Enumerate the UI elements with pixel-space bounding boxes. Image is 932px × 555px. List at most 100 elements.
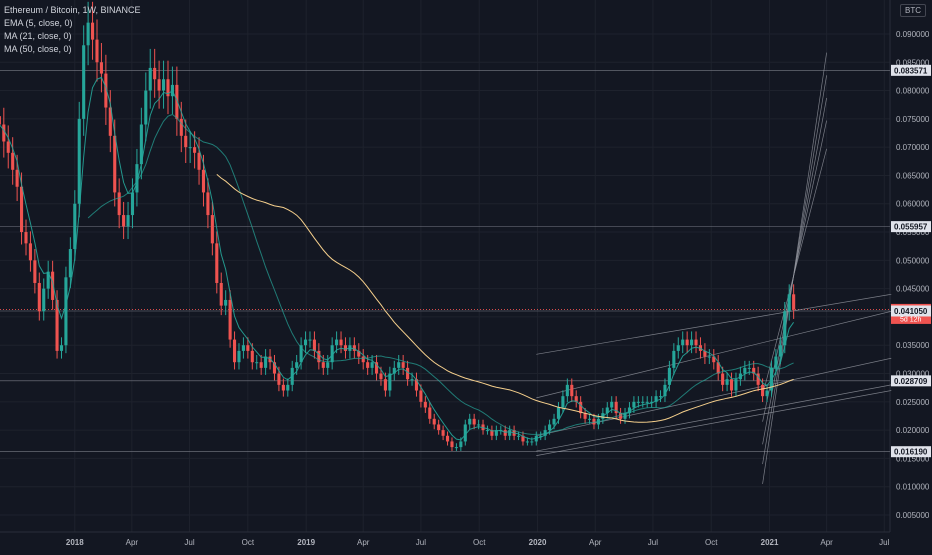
candle-body [246,345,250,351]
candle-body [272,362,277,374]
candle-body [59,345,64,351]
candle-body [73,203,77,250]
y-tick-label: 0.010000 [896,483,930,492]
candle-body [641,401,645,403]
price-label-text: 0.055957 [894,223,928,232]
legend-ema5[interactable]: EMA (5, close, 0) [4,18,73,28]
ema5-line [0,76,795,441]
candle-body [787,294,791,312]
candle-body [561,396,565,408]
candle-body [277,373,281,385]
price-level-label: 0.083571 [891,64,931,76]
legend-symbol[interactable]: Ethereum / Bitcoin, 1W, BINANCE [4,5,141,15]
candle-body [264,356,268,368]
candle-body [406,367,410,380]
price-level-label: 0.055957 [891,221,931,233]
candle-body [428,407,432,419]
candle-body [383,379,387,391]
candle-body [614,401,618,414]
y-tick-label: 0.075000 [896,115,930,124]
candle-body [11,152,15,170]
x-tick-label: Apr [126,538,139,547]
candle-body [672,350,676,368]
candle-body [707,356,711,358]
y-tick-label: 0.055000 [896,228,930,237]
y-tick-label: 0.070000 [896,143,930,152]
y-tick-label: 0.030000 [896,370,930,379]
y-tick-label: 0.080000 [896,87,930,96]
candle-body [286,384,290,391]
candle-body [303,339,308,346]
candle-body [330,345,334,363]
candle-body [321,362,325,368]
candle-body [752,367,756,374]
candle-body [42,288,46,312]
candle-body [792,294,796,310]
candle-body [51,271,55,300]
candle-body [610,401,614,408]
candle-body [619,413,623,419]
candle-body [414,379,419,391]
price-label-bg [891,375,931,387]
candle-body [663,384,667,397]
legend-ma50[interactable]: MA (50, close, 0) [4,44,72,54]
candle-body [339,339,343,346]
candle-body [530,441,534,443]
candle-body [144,90,148,125]
candle-body [392,367,396,374]
candle-body [33,260,37,283]
candle-body [552,418,556,425]
x-tick-label: 2021 [761,538,779,547]
price-level-label: 0.016190 [891,446,931,458]
currency-badge[interactable]: BTC [900,4,926,17]
candle-body [215,243,219,283]
candle-body [756,373,760,385]
y-tick-label: 0.005000 [896,511,930,520]
price-label-bg [891,64,931,76]
channel-line [536,390,892,456]
y-tick-label: 0.015000 [896,454,930,463]
candle-body [636,401,640,403]
candle-body [250,350,254,363]
candle-body [126,215,130,227]
candle-body [77,118,81,204]
candle-body [117,192,121,216]
candle-body [352,345,356,351]
candle-body [130,192,135,216]
candle-body [690,339,694,346]
candle-body [295,362,299,368]
candle-body [308,339,312,341]
candle-body [388,373,392,391]
candle-body [219,282,223,306]
candle-body [437,424,441,431]
candle-body [587,418,592,420]
candle-body [37,282,41,312]
price-label-text: 0.016190 [894,448,928,457]
candle-body [454,447,458,449]
candle-body [490,430,494,436]
candle-body [82,45,86,119]
candle-body [605,407,609,414]
candle-body [139,124,143,165]
candle-body [397,362,401,368]
candle-body [122,215,126,227]
candle-body [485,430,490,432]
candle-body [410,379,414,381]
ma50-line [216,174,794,423]
ma21-line [87,113,794,435]
candle-body [743,367,747,374]
candle-body [281,384,285,391]
candle-body [423,401,427,408]
candle-body [738,373,742,380]
legend-ma21[interactable]: MA (21, close, 0) [4,31,72,41]
candle-body [419,390,423,402]
candle-body [335,339,339,346]
candle-body [645,401,649,403]
candle-body [206,192,210,216]
candle-body [153,67,157,80]
candle-body [157,79,161,91]
candle-body [68,249,72,278]
